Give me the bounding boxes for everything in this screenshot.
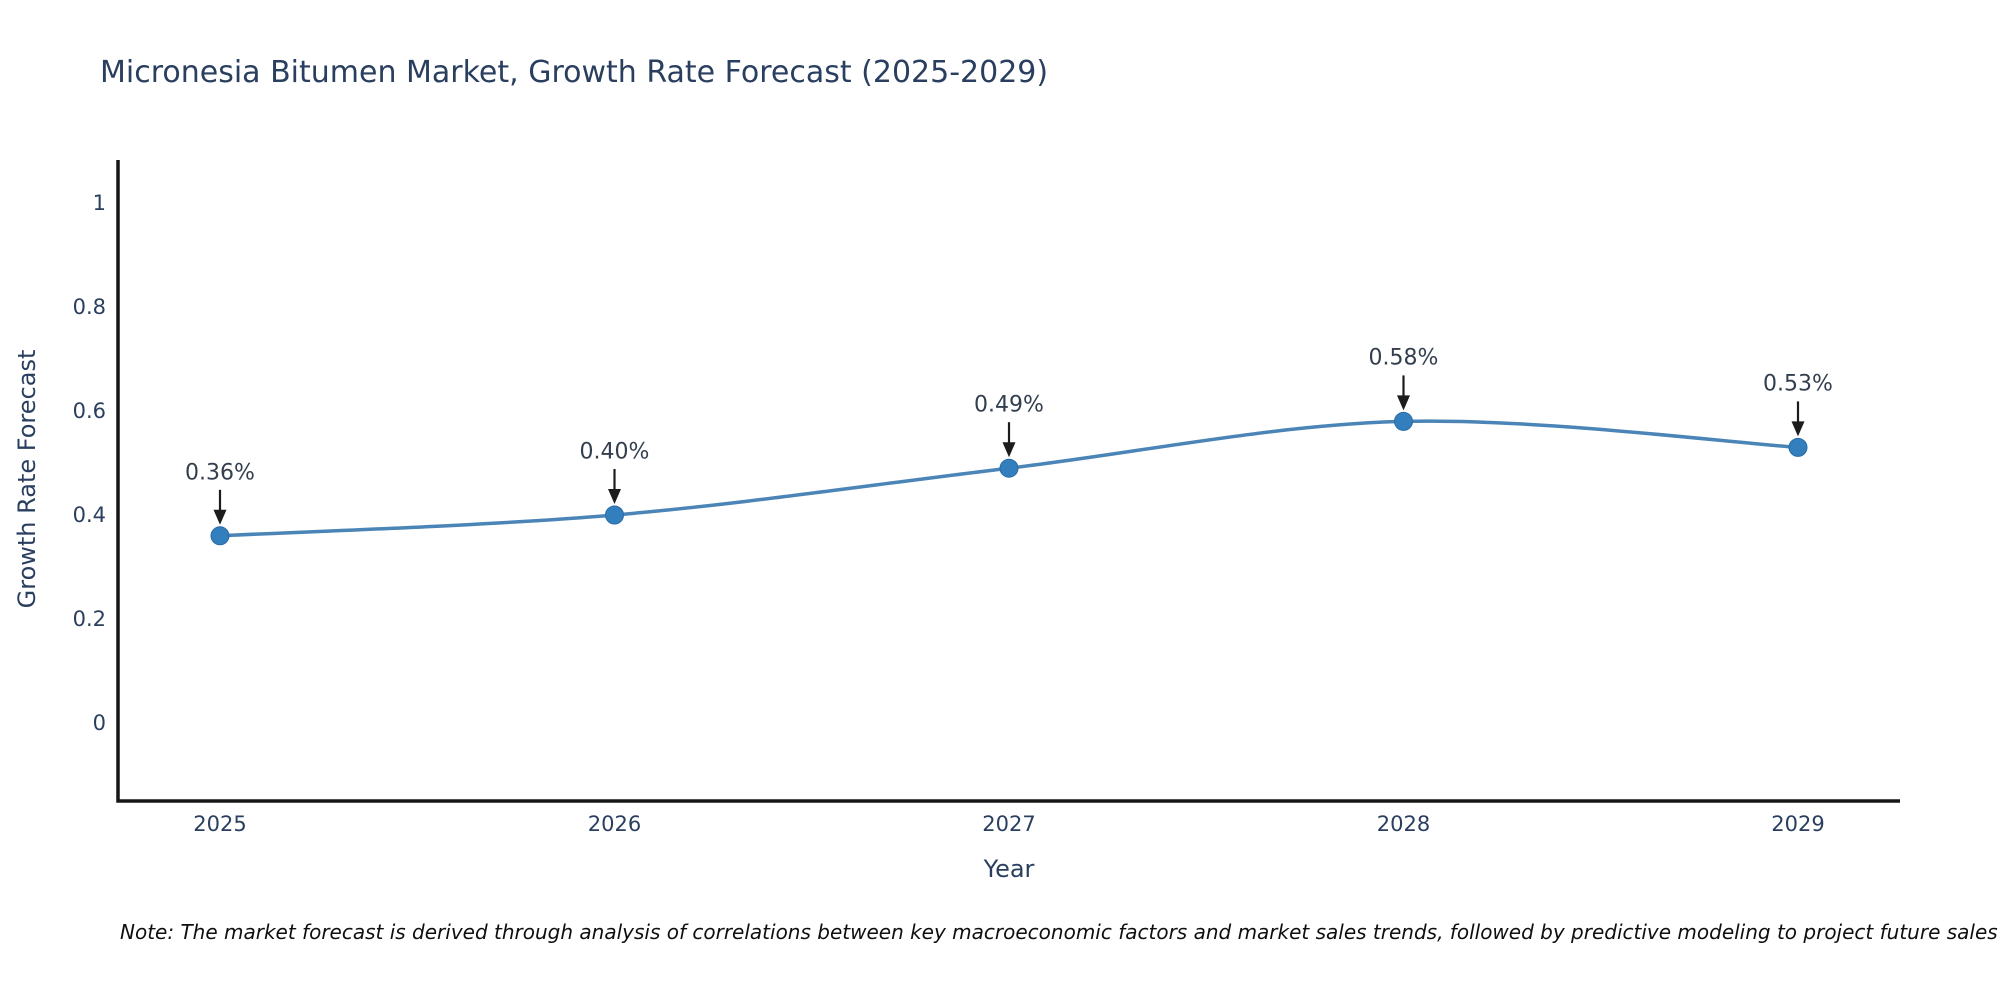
annotation-arrowhead [1397, 395, 1410, 411]
annotation-arrowhead [1791, 421, 1805, 437]
data-point-marker [1394, 411, 1413, 431]
y-axis-title: Growth Rate Forecast [13, 349, 41, 609]
data-point-marker [1788, 437, 1808, 457]
y-tick-label: 0.8 [72, 295, 106, 319]
y-tick-label: 0.6 [72, 399, 106, 423]
axis-lines [116, 160, 1900, 803]
data-point-marker [210, 526, 230, 546]
value-label: 0.49% [974, 392, 1044, 418]
y-tick-label: 1 [92, 191, 106, 215]
y-tick-label: 0.4 [72, 503, 106, 527]
chart-title: Micronesia Bitumen Market, Growth Rate F… [100, 55, 1049, 90]
value-label: 0.40% [579, 439, 650, 465]
annotation-arrowhead [213, 509, 227, 525]
data-point-marker [999, 458, 1019, 478]
x-axis-title: Year [983, 855, 1035, 883]
annotation-arrowhead [1002, 442, 1016, 458]
y-tick-label: 0.2 [72, 607, 106, 631]
x-tick-label: 2029 [1771, 812, 1825, 836]
value-label: 0.58% [1368, 345, 1439, 371]
note-text: Note: The market forecast is derived thr… [120, 920, 1998, 944]
x-tick-label: 2026 [587, 812, 642, 836]
x-tick-label: 2025 [193, 812, 247, 836]
annotation-arrowhead [608, 489, 621, 504]
value-label: 0.36% [185, 460, 255, 486]
y-tick-label: 0 [92, 711, 106, 735]
data-point-marker [605, 505, 624, 525]
value-label: 0.53% [1763, 371, 1833, 397]
x-tick-label: 2027 [982, 812, 1036, 836]
x-tick-label: 2028 [1376, 812, 1431, 836]
